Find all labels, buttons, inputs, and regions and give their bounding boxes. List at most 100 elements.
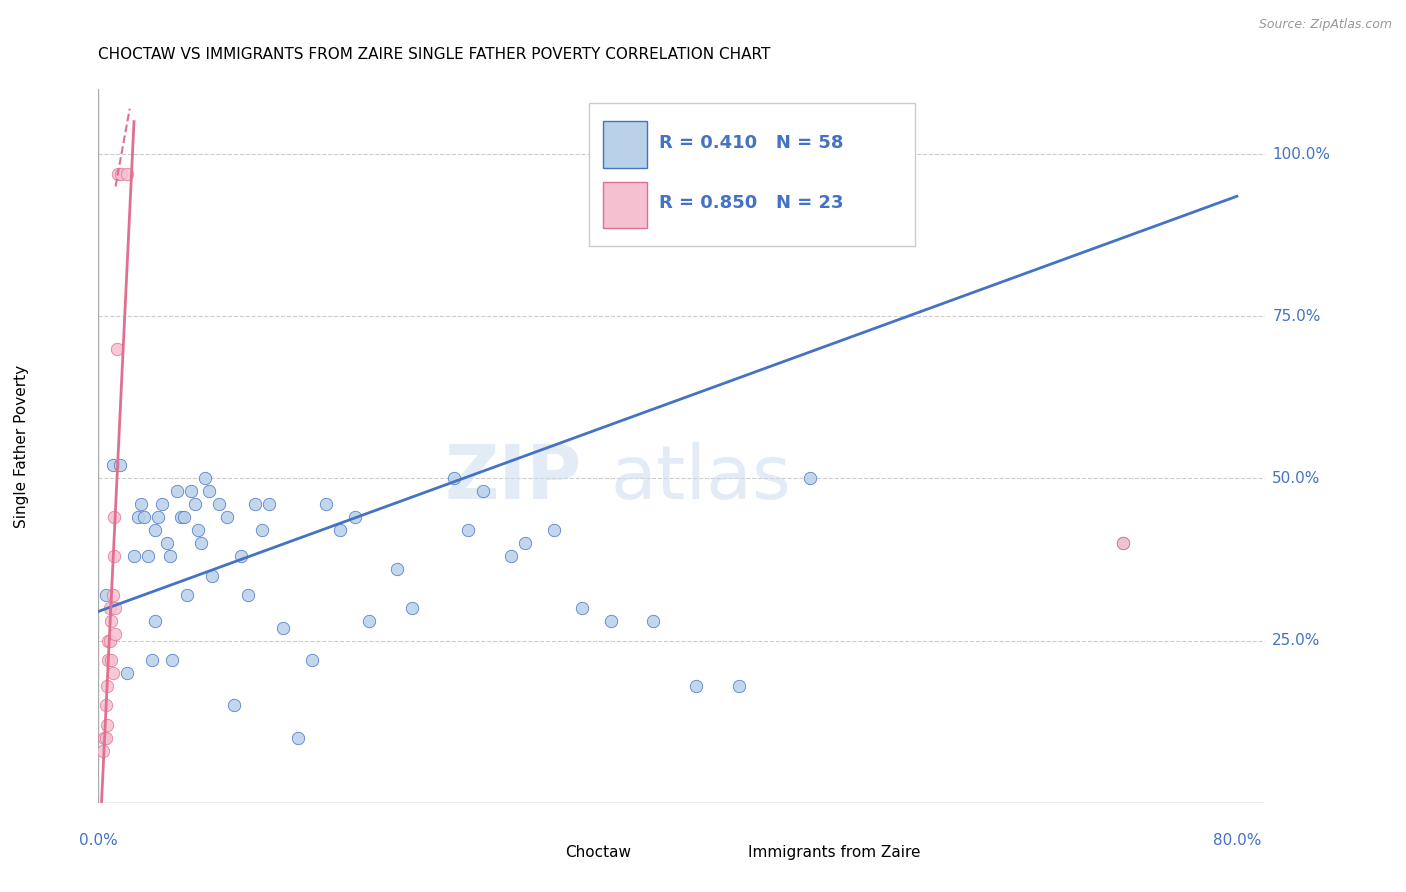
Point: [387, 562, 409, 576]
Point: [96, 718, 118, 732]
Point: [315, 497, 337, 511]
Text: 75.0%: 75.0%: [1272, 309, 1320, 324]
Point: [727, 679, 749, 693]
Point: [222, 698, 245, 713]
Point: [184, 497, 207, 511]
Point: [343, 510, 366, 524]
Point: [799, 471, 821, 485]
Point: [215, 510, 238, 524]
Point: [571, 601, 593, 615]
Point: [96, 679, 118, 693]
Point: [101, 458, 124, 473]
Text: Immigrants from Zaire: Immigrants from Zaire: [748, 846, 921, 860]
Text: ZIP: ZIP: [446, 442, 582, 515]
FancyBboxPatch shape: [589, 103, 915, 246]
Point: [107, 167, 129, 181]
Point: [357, 614, 380, 628]
Point: [301, 653, 323, 667]
Point: [208, 497, 231, 511]
Point: [115, 666, 138, 681]
Point: [136, 549, 159, 564]
FancyBboxPatch shape: [603, 182, 647, 228]
Point: [115, 167, 138, 181]
FancyBboxPatch shape: [706, 838, 741, 871]
Point: [201, 568, 224, 582]
Point: [198, 484, 221, 499]
Point: [166, 484, 188, 499]
Point: [243, 497, 266, 511]
Point: [173, 510, 195, 524]
Point: [97, 633, 120, 648]
Text: 0.0%: 0.0%: [79, 833, 118, 848]
Point: [148, 510, 170, 524]
Point: [250, 524, 273, 538]
Point: [122, 549, 145, 564]
Point: [287, 731, 309, 745]
Point: [471, 484, 494, 499]
Point: [515, 536, 537, 550]
Point: [127, 510, 149, 524]
Point: [501, 549, 523, 564]
Point: [156, 536, 179, 550]
Point: [1112, 536, 1135, 550]
Point: [101, 588, 124, 602]
Point: [229, 549, 252, 564]
Point: [105, 342, 128, 356]
FancyBboxPatch shape: [603, 121, 647, 168]
Point: [98, 601, 121, 615]
Point: [180, 484, 202, 499]
Point: [236, 588, 259, 602]
FancyBboxPatch shape: [524, 838, 560, 871]
Text: Single Father Poverty: Single Father Poverty: [14, 365, 28, 527]
Point: [132, 510, 155, 524]
Text: 25.0%: 25.0%: [1272, 633, 1320, 648]
Point: [110, 167, 132, 181]
Text: 50.0%: 50.0%: [1272, 471, 1320, 486]
Point: [129, 497, 152, 511]
Point: [159, 549, 181, 564]
Point: [543, 524, 565, 538]
Point: [94, 588, 117, 602]
Text: R = 0.410   N = 58: R = 0.410 N = 58: [658, 134, 844, 152]
Point: [685, 679, 707, 693]
Text: atlas: atlas: [610, 442, 792, 515]
Point: [104, 627, 127, 641]
Point: [599, 614, 621, 628]
Point: [187, 524, 209, 538]
Point: [273, 621, 295, 635]
Point: [329, 524, 352, 538]
Point: [143, 524, 166, 538]
Point: [103, 549, 125, 564]
Text: R = 0.850   N = 23: R = 0.850 N = 23: [658, 194, 844, 212]
Point: [103, 510, 125, 524]
Text: 100.0%: 100.0%: [1272, 146, 1330, 161]
Point: [94, 698, 117, 713]
Point: [643, 614, 665, 628]
Text: 80.0%: 80.0%: [1213, 833, 1261, 848]
Point: [141, 653, 163, 667]
Point: [457, 524, 479, 538]
Point: [1112, 536, 1135, 550]
Point: [401, 601, 423, 615]
Point: [104, 601, 127, 615]
Point: [101, 666, 124, 681]
Point: [152, 497, 174, 511]
Point: [176, 588, 198, 602]
Point: [97, 653, 120, 667]
Point: [143, 614, 166, 628]
Point: [194, 471, 217, 485]
Point: [94, 731, 117, 745]
Point: [162, 653, 184, 667]
Text: Choctaw: Choctaw: [565, 846, 631, 860]
Point: [170, 510, 193, 524]
Text: Source: ZipAtlas.com: Source: ZipAtlas.com: [1258, 18, 1392, 31]
Point: [443, 471, 465, 485]
Point: [98, 633, 121, 648]
Point: [108, 458, 131, 473]
Point: [190, 536, 212, 550]
Point: [100, 614, 122, 628]
Point: [91, 744, 114, 758]
Point: [257, 497, 280, 511]
Text: CHOCTAW VS IMMIGRANTS FROM ZAIRE SINGLE FATHER POVERTY CORRELATION CHART: CHOCTAW VS IMMIGRANTS FROM ZAIRE SINGLE …: [98, 47, 770, 62]
Point: [93, 731, 115, 745]
